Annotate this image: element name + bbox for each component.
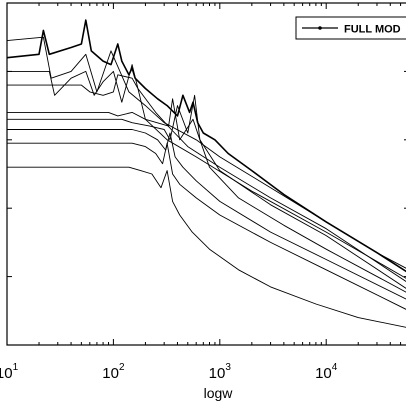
series-line-3 — [7, 74, 406, 282]
legend-marker-dot — [318, 26, 322, 30]
series-layer — [6, 19, 406, 328]
x-axis-ticks: 101 102 103 104 — [0, 3, 402, 382]
x-tick-label-exponent: 4 — [332, 362, 338, 373]
x-tick-label-base: 10 — [315, 365, 332, 382]
legend-box — [295, 16, 406, 40]
y-axis-ticks — [7, 2, 406, 346]
series-line-1 — [6, 36, 406, 269]
x-tick-label-exponent: 2 — [119, 362, 125, 373]
plot-area — [6, 2, 406, 346]
series-line-8 — [7, 166, 406, 328]
series-line-2 — [7, 64, 406, 279]
series-line-7 — [7, 142, 406, 310]
x-tick-label: 103 — [209, 362, 232, 382]
series-line-full-model — [6, 19, 406, 273]
x-tick-label: 104 — [315, 362, 338, 382]
x-axis-label: logw — [204, 385, 234, 401]
x-tick-label-exponent: 3 — [225, 362, 231, 373]
x-tick-label: 101 — [0, 362, 19, 382]
x-tick-label-base: 10 — [209, 365, 226, 382]
series-line-6 — [7, 129, 406, 300]
legend: FULL MOD — [295, 16, 406, 40]
series-line-4 — [7, 98, 406, 289]
x-tick-label: 102 — [102, 362, 125, 382]
series-line-5 — [7, 94, 406, 293]
legend-label: FULL MOD — [344, 24, 401, 36]
x-tick-label-exponent: 1 — [13, 362, 19, 373]
x-tick-label-base: 10 — [0, 365, 13, 382]
x-tick-label-base: 10 — [102, 365, 119, 382]
